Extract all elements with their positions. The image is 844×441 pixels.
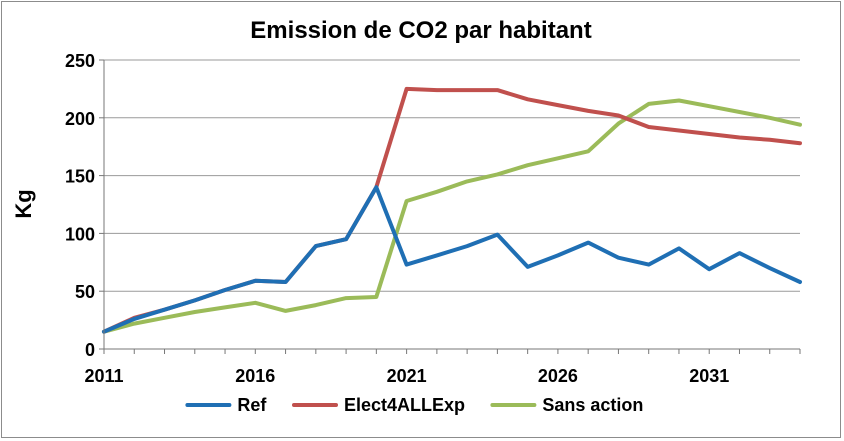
chart-title: Emission de CO2 par habitant	[250, 17, 591, 44]
x-tick-label-2031: 2031	[689, 366, 729, 386]
series-lines	[102, 86, 802, 334]
y-tick-label-150: 150	[65, 167, 95, 187]
axes: 0 50 100 150 200 250 2011 2016 2021 2026 2031	[65, 51, 801, 386]
x-tick-label-2016: 2016	[235, 366, 275, 386]
x-tick-label-2026: 2026	[538, 366, 578, 386]
legend-label-sans-action: Sans action	[542, 395, 643, 415]
legend-label-elect4allexp: Elect4ALLExp	[344, 395, 465, 415]
y-tick-label-200: 200	[65, 109, 95, 129]
series-line-sans-action	[102, 98, 802, 334]
legend-label-ref: Ref	[237, 395, 267, 415]
y-tick-label-50: 50	[75, 282, 95, 302]
y-tick-label-250: 250	[65, 51, 95, 71]
legend: Ref Elect4ALLExp Sans action	[185, 395, 643, 415]
gridlines	[104, 59, 800, 292]
x-tick-label-2011: 2011	[84, 366, 123, 386]
y-tick-label-100: 100	[65, 224, 95, 244]
x-tick-label-2021: 2021	[387, 366, 427, 386]
y-axis-label: Kg	[11, 189, 36, 218]
series-line-ref	[102, 185, 802, 334]
y-tick-label-0: 0	[85, 340, 95, 360]
